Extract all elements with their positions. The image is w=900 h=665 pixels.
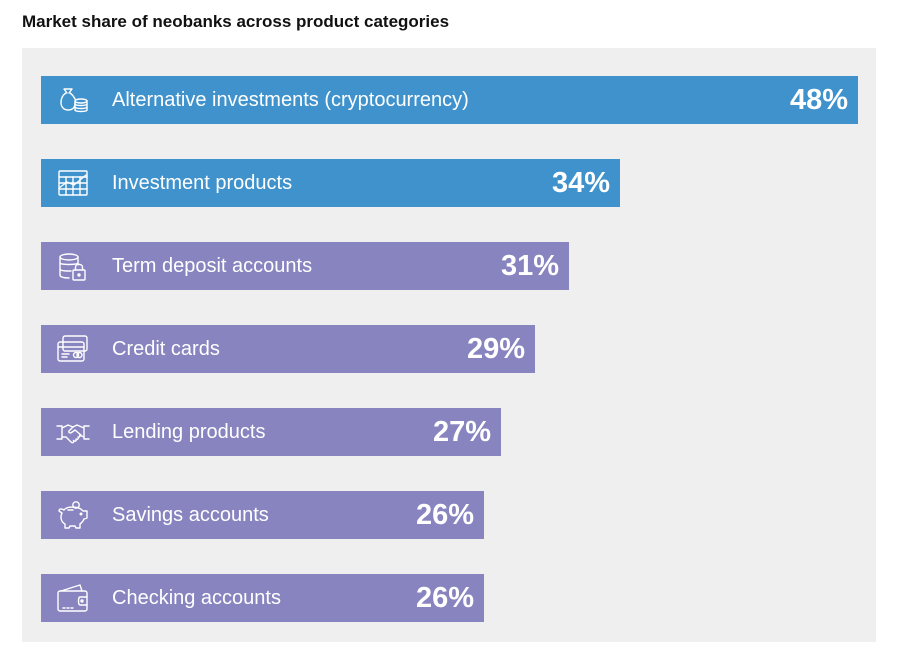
bar-label: Checking accounts [112, 587, 281, 609]
money-bag-coins-icon [55, 84, 91, 116]
bar-value-label: 29% [466, 333, 525, 365]
chart-grid-icon [55, 167, 91, 199]
bar-value-label: 48% [789, 84, 848, 116]
bar-label: Lending products [112, 421, 266, 443]
bar-value-label: 31% [500, 250, 559, 282]
wallet-icon [55, 582, 91, 614]
bar-value-label: 27% [432, 416, 491, 448]
chart-panel: Alternative investments (cryptocurrency)… [22, 48, 876, 642]
bar-value-label: 26% [415, 582, 474, 614]
credit-cards-icon [55, 333, 91, 365]
bar-savings-accounts: Savings accounts 26% [41, 491, 484, 539]
bar-label: Term deposit accounts [112, 255, 313, 277]
handshake-icon [55, 416, 91, 448]
bar-alternative-investments-cryptocurrency: Alternative investments (cryptocurrency)… [41, 76, 858, 124]
bar-checking-accounts: Checking accounts 26% [41, 574, 484, 622]
bar-credit-cards: Credit cards 29% [41, 325, 535, 373]
chart-title: Market share of neobanks across product … [22, 12, 450, 31]
bar-value-label: 26% [415, 499, 474, 531]
bar-investment-products: Investment products 34% [41, 159, 620, 207]
bar-lending-products: Lending products 27% [41, 408, 501, 456]
bar-label: Savings accounts [112, 504, 269, 526]
locked-database-icon [55, 250, 91, 282]
bar-label: Investment products [112, 172, 293, 194]
bar-label: Alternative investments (cryptocurrency) [112, 89, 469, 111]
piggy-bank-icon [55, 499, 91, 531]
bar-label: Credit cards [112, 338, 220, 360]
bar-value-label: 34% [551, 167, 610, 199]
bar-term-deposit-accounts: Term deposit accounts 31% [41, 242, 569, 290]
